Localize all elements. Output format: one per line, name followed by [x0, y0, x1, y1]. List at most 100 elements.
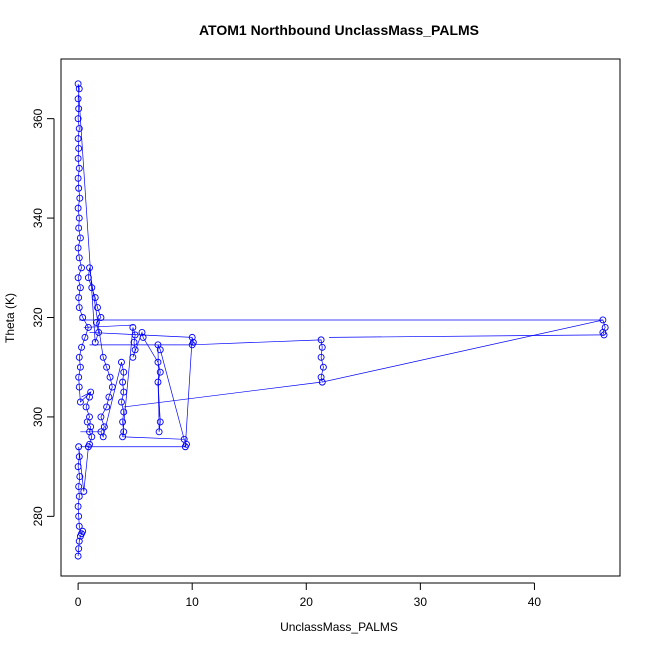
data-point: [155, 428, 163, 436]
plot-frame: [60, 58, 621, 577]
data-point: [75, 254, 83, 262]
data-point: [156, 346, 164, 354]
data-point: [75, 537, 83, 545]
data-point: [318, 378, 326, 386]
data-point: [156, 418, 164, 426]
data-point: [130, 338, 138, 346]
connecting-line: [81, 391, 91, 398]
data-point: [319, 363, 327, 371]
data-point: [600, 331, 608, 339]
y-tick-label: 300: [31, 407, 45, 427]
x-tick-label: 20: [300, 595, 314, 609]
data-point: [82, 403, 90, 411]
data-point: [81, 333, 89, 341]
data-point: [75, 483, 83, 490]
data-point: [76, 363, 84, 371]
data-point: [108, 383, 116, 391]
data-point: [91, 294, 99, 302]
data-point: [106, 373, 114, 381]
data-point: [317, 336, 325, 344]
data-point: [74, 463, 82, 471]
data-point: [74, 154, 82, 162]
data-point: [86, 428, 93, 436]
y-tick-label: 340: [31, 208, 45, 228]
data-point: [79, 314, 87, 321]
data-point: [120, 428, 128, 436]
x-tick-label: 30: [414, 595, 428, 609]
data-point: [75, 443, 83, 451]
data-point: [75, 214, 83, 222]
data-point: [74, 115, 82, 123]
data-point: [86, 440, 93, 448]
data-point: [75, 353, 83, 361]
data-point: [87, 423, 95, 431]
data-point: [118, 398, 125, 406]
data-point: [75, 493, 83, 500]
data-point: [86, 264, 93, 272]
data-point: [74, 274, 82, 282]
data-point: [105, 393, 113, 401]
data-point: [75, 164, 83, 172]
data-point: [76, 284, 84, 292]
data-point: [156, 368, 164, 376]
data-point: [84, 323, 92, 331]
data-point: [129, 323, 137, 331]
x-tick-label: 40: [528, 595, 542, 609]
data-point: [78, 264, 85, 272]
data-point: [91, 338, 99, 346]
data-point: [75, 304, 83, 312]
data-point: [75, 184, 83, 192]
data-point: [75, 294, 83, 302]
y-tick-label: 360: [31, 108, 45, 128]
data-point: [75, 373, 83, 381]
data-point: [92, 319, 100, 326]
data-point: [88, 284, 96, 292]
data-point: [86, 413, 93, 421]
data-point: [80, 488, 88, 495]
data-point: [97, 413, 105, 421]
data-point: [119, 433, 127, 441]
data-point: [74, 244, 82, 252]
data-point: [119, 378, 127, 386]
data-point: [120, 388, 128, 396]
data-point: [120, 368, 128, 376]
x-tick-label: 0: [75, 595, 82, 609]
data-point: [100, 423, 108, 431]
data-point: [103, 403, 111, 411]
data-point: [84, 274, 92, 282]
y-axis: 280 300 320 340 360: [31, 108, 55, 526]
data-point: [154, 358, 162, 366]
data-point: [97, 314, 105, 321]
data-point: [76, 234, 84, 242]
data-point: [317, 353, 325, 361]
data-point: [103, 363, 111, 371]
data-point: [94, 304, 101, 312]
data-point: [74, 95, 82, 103]
data-point: [131, 346, 139, 354]
data-point: [154, 378, 162, 386]
y-tick-label: 280: [31, 506, 45, 526]
chart-title: ATOM1 Northbound UnclassMass_PALMS: [199, 22, 479, 38]
data-point: [599, 316, 607, 324]
data-point: [76, 473, 84, 481]
data-point: [75, 145, 83, 152]
data-point: [75, 545, 83, 553]
data-point: [317, 373, 325, 381]
data-point: [95, 328, 103, 336]
connecting-line: [329, 334, 603, 338]
data-point: [78, 530, 85, 538]
data-point: [75, 105, 83, 113]
data-point: [181, 443, 189, 451]
data-point: [120, 408, 128, 416]
data-point: [74, 174, 82, 182]
data-point: [188, 333, 196, 341]
data-point: [75, 85, 83, 93]
data-point: [74, 135, 82, 142]
data-point: [75, 512, 83, 520]
data-point: [129, 353, 137, 361]
data-point: [75, 453, 83, 461]
data-point: [76, 194, 84, 202]
connecting-line: [122, 436, 185, 440]
x-axis-label: UnclassMass_PALMS: [280, 620, 398, 634]
